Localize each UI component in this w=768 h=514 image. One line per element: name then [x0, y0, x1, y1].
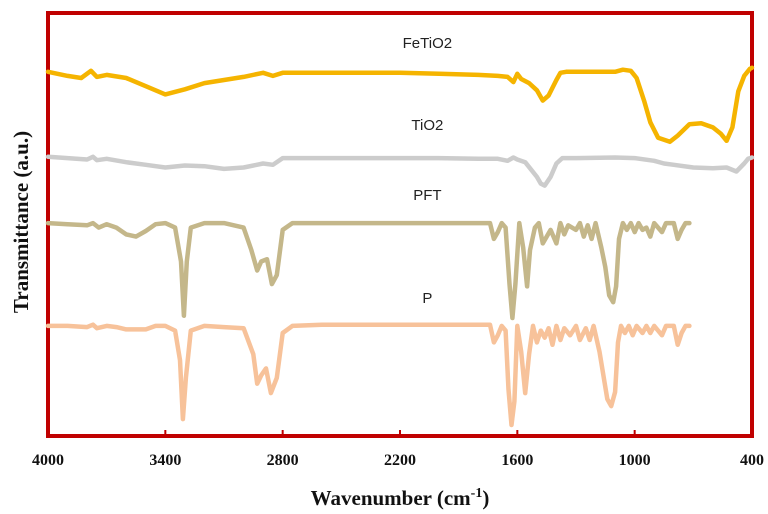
series-label-fetio2: FeTiO2: [403, 35, 452, 52]
x-axis-title-superscript: -1: [471, 486, 483, 501]
series-labels: FeTiO2 TiO2 PFT P: [403, 35, 452, 307]
x-tick-label: 2800: [267, 452, 299, 469]
series-line-fetio2: [45, 65, 755, 145]
series-lines: [45, 65, 755, 428]
x-tick-label: 1600: [501, 452, 533, 469]
x-axis: 4000 3400 2800 2200 1600 1000 400: [32, 430, 764, 469]
x-tick-label: 2200: [384, 452, 416, 469]
series-line-pft: [45, 220, 692, 321]
x-tick-label: 400: [740, 452, 764, 469]
series-label-pft: PFT: [413, 187, 441, 204]
x-axis-title: Wavenumber (cm-1): [311, 486, 490, 510]
series-label-p: P: [422, 290, 432, 307]
series-label-tio2: TiO2: [411, 117, 443, 134]
series-line-p: [45, 322, 692, 428]
y-axis-title: Transmittance (a.u.): [9, 131, 33, 313]
x-tick-label: 1000: [619, 452, 651, 469]
series-line-tio2: [45, 154, 755, 188]
x-tick-label: 3400: [149, 452, 181, 469]
x-tick-label: 4000: [32, 452, 64, 469]
x-axis-title-end: ): [482, 486, 489, 510]
x-axis-title-main: Wavenumber (cm: [311, 486, 472, 510]
